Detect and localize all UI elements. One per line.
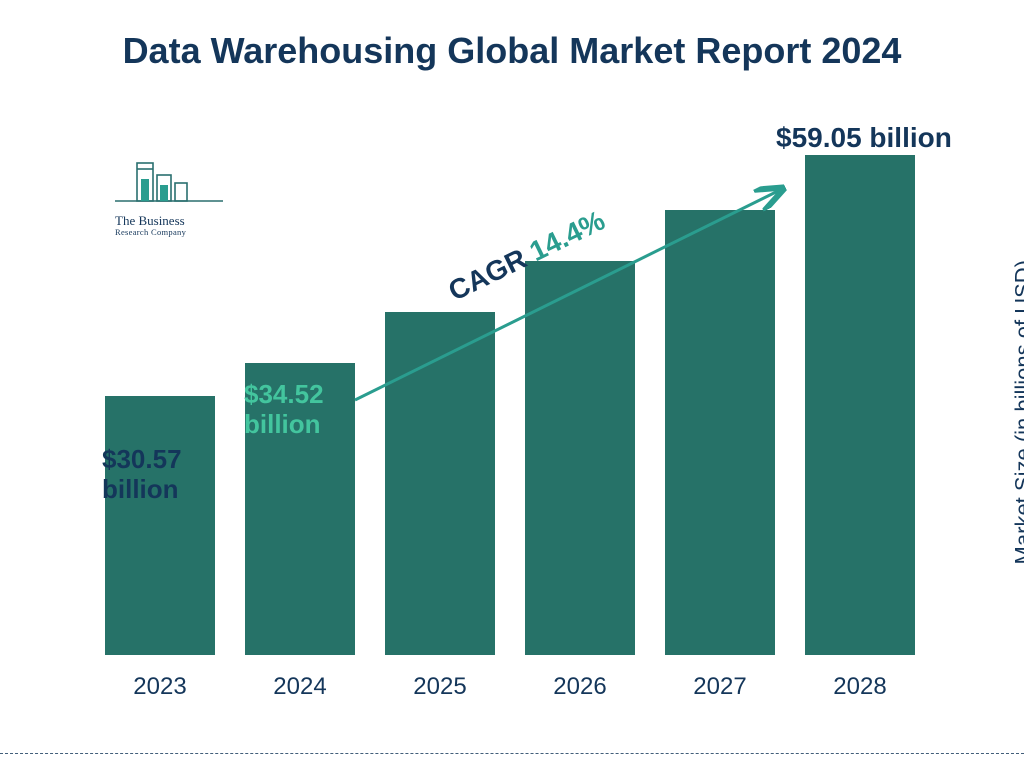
bar-2026 xyxy=(520,261,640,655)
x-label-2028: 2028 xyxy=(800,673,920,705)
footer-divider xyxy=(0,753,1024,754)
bar-2025 xyxy=(380,312,500,655)
bar-chart: 2023 2024 2025 2026 2027 2028 xyxy=(100,130,950,705)
x-label-2023: 2023 xyxy=(100,673,220,705)
x-label-2025: 2025 xyxy=(380,673,500,705)
bar-2028 xyxy=(800,155,920,655)
value-label-2: $59.05 billion xyxy=(776,122,952,154)
bar-2023 xyxy=(100,396,220,655)
bar-2027 xyxy=(660,210,780,655)
x-label-2027: 2027 xyxy=(660,673,780,705)
y-axis-title: Market Size (in billions of USD) xyxy=(1010,260,1024,564)
value-label-1: $34.52billion xyxy=(244,380,324,440)
chart-title: Data Warehousing Global Market Report 20… xyxy=(0,28,1024,73)
x-label-2026: 2026 xyxy=(520,673,640,705)
value-label-0: $30.57billion xyxy=(102,445,182,505)
x-label-2024: 2024 xyxy=(240,673,360,705)
